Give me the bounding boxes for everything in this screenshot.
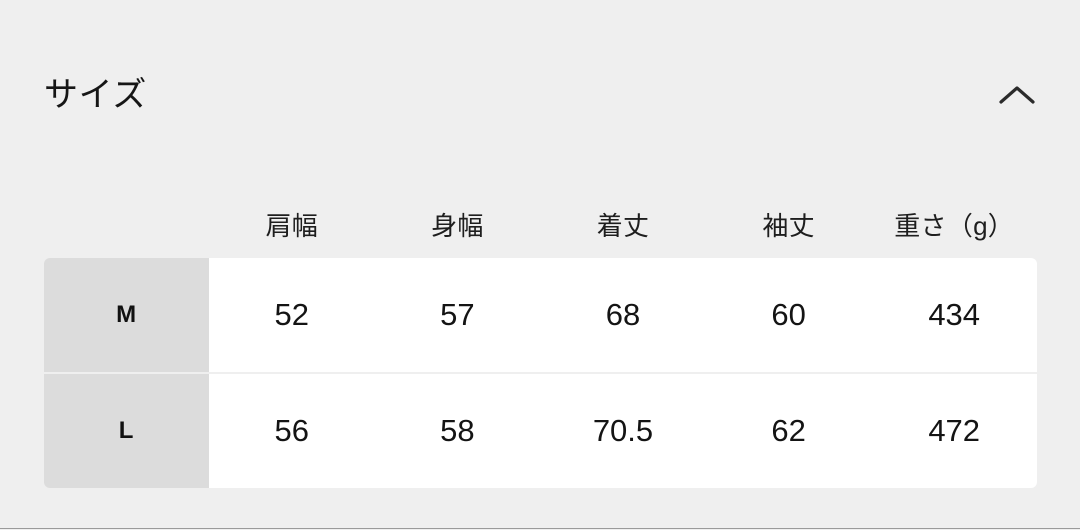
column-header-size [44,190,209,258]
cell-chest-width: 57 [374,258,541,372]
cell-body-length: 68 [540,258,706,372]
column-header-weight: 重さ（g） [894,210,1015,241]
cell-weight: 472 [871,372,1037,488]
column-header-body-length: 着丈 [596,210,650,241]
page-title: サイズ [44,76,148,114]
cell-weight: 434 [871,258,1037,372]
size-section-header[interactable]: サイズ [44,60,1037,130]
cell-chest-width: 58 [374,372,541,488]
size-table-body: M 52 57 68 60 434 L 56 58 70.5 62 472 [44,258,1037,488]
column-header-sleeve-length: 袖丈 [762,210,815,241]
size-label-cell: M [44,258,209,372]
chevron-up-icon [999,84,1035,106]
column-header-shoulder-width: 肩幅 [265,210,319,241]
table-row: L 56 58 70.5 62 472 [44,372,1037,488]
cell-body-length: 70.5 [540,372,706,488]
cell-shoulder-width: 56 [209,372,375,488]
cell-sleeve-length: 62 [705,372,872,488]
size-table-head: 肩幅 身幅 着丈 袖丈 重さ（g） [44,190,1037,258]
table-row: M 52 57 68 60 434 [44,258,1037,372]
collapse-toggle-button[interactable] [989,67,1045,123]
table-header-row: 肩幅 身幅 着丈 袖丈 重さ（g） [44,190,1037,258]
size-label-cell: L [44,372,209,488]
size-table: 肩幅 身幅 着丈 袖丈 重さ（g） M 52 57 68 60 434 L 56… [44,190,1037,488]
cell-shoulder-width: 52 [209,258,375,372]
column-header-chest-width: 身幅 [431,210,484,241]
cell-sleeve-length: 60 [705,258,872,372]
